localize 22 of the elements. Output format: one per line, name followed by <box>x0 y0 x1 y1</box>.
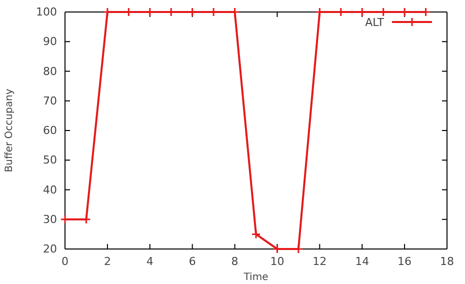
y-axis-title: Buffer Occupany <box>4 88 15 172</box>
x-tick-label: 8 <box>231 254 238 268</box>
y-tick-label: 20 <box>43 242 57 256</box>
legend-label: ALT <box>365 16 384 29</box>
x-axis-title: Time <box>242 272 268 283</box>
x-tick-label: 6 <box>188 254 196 268</box>
y-tick-label: 50 <box>43 154 57 167</box>
y-tick-label: 70 <box>43 94 57 108</box>
y-tick-label: 100 <box>36 6 57 19</box>
x-tick-label: 10 <box>270 254 284 268</box>
x-tick-label: 16 <box>398 254 412 268</box>
y-tick-label: 40 <box>43 183 57 196</box>
x-tick-label: 12 <box>312 254 327 268</box>
y-tick-label: 80 <box>43 64 57 78</box>
y-tick-label: 90 <box>43 35 57 48</box>
x-tick-label: 0 <box>62 254 68 268</box>
x-tick-label: 4 <box>146 254 154 268</box>
y-tick-label: 30 <box>43 212 57 226</box>
y-tick-label: 60 <box>43 124 57 138</box>
x-tick-label: 2 <box>104 254 111 268</box>
x-tick-label: 18 <box>440 254 454 268</box>
x-tick-label: 14 <box>355 254 370 268</box>
